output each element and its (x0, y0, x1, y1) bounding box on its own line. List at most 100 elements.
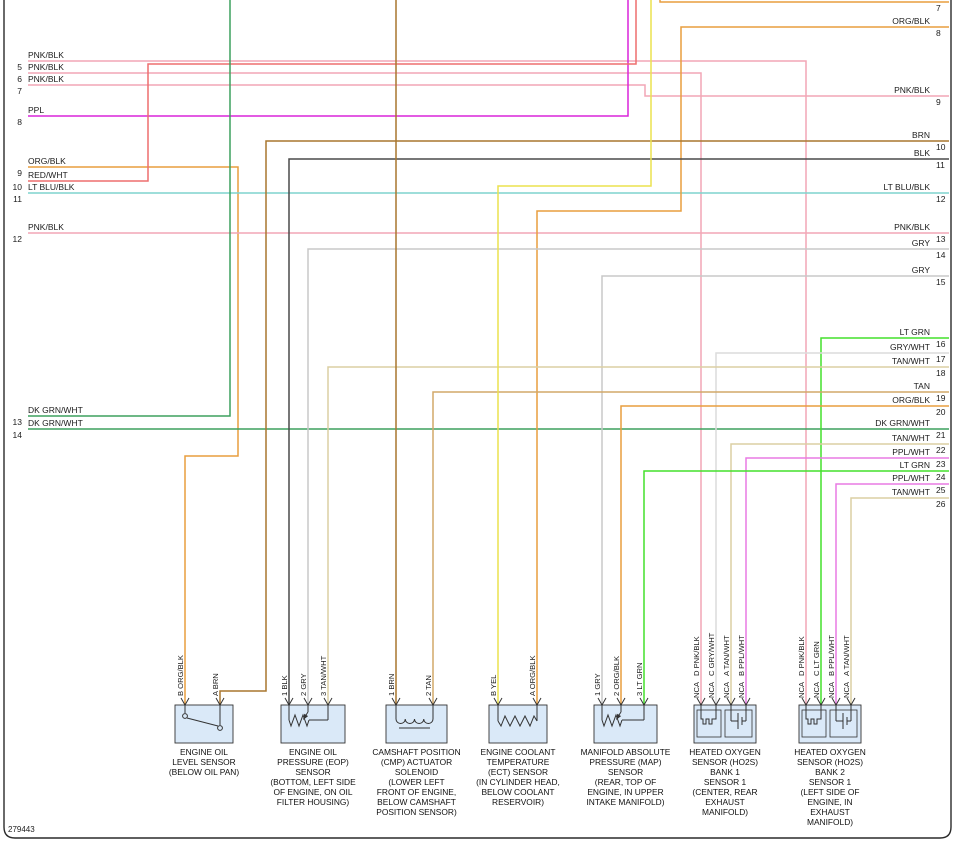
component-map-sensor: 1 GRY 2 ORG/BLK 3 LT GRN MANIFOLD ABSOLUTE P… (581, 656, 671, 807)
pin-wire-label: A ORG/BLK (528, 655, 537, 696)
right-connector-number: 23 (936, 459, 946, 469)
component-cmp-actuator-solenoid: 1 BRN 2 TAN CAMSHAFT POSITION (CMP) ACTUATO… (372, 674, 460, 817)
symbol-pot (288, 713, 310, 728)
component-caption: CAMSHAFT POSITION (CMP) ACTUATOR SOLENOID(… (372, 747, 460, 817)
pin-wire-label: 2 GRY (299, 673, 308, 696)
right-connector-number: 11 (936, 160, 945, 170)
switch-contact (182, 713, 188, 719)
right-wire-color: LT BLU/BLK (884, 182, 931, 192)
right-wire-color: BRN (912, 130, 930, 140)
sensor-box (724, 709, 753, 738)
left-wire-color: RED/WHT (28, 170, 68, 180)
left-connector-number: 11 (13, 194, 22, 204)
wire-r10-oil-level-a (219, 140, 949, 705)
right-wire-color: TAN (914, 381, 930, 391)
right-connector-number: 26 (936, 499, 946, 509)
diagram-id-code: 279443 (8, 825, 35, 834)
component-box (385, 704, 448, 744)
wire-r15-map-1 (601, 275, 949, 705)
pin-nca-label: NCA (722, 681, 731, 698)
right-wire-color: ORG/BLK (892, 16, 930, 26)
right-wire-color: TAN/WHT (892, 487, 930, 497)
left-connector-number: 5 (17, 62, 22, 72)
pin-nca-label: NCA (812, 681, 821, 698)
wire-r7-top (659, 0, 949, 3)
right-connector-number: 17 (936, 354, 946, 364)
component-caption: MANIFOLD ABSOLUTE PRESSURE (MAP) SENSOR (RE… (581, 747, 671, 807)
right-connector-number: 7 (936, 3, 941, 13)
left-connector-number: 12 (13, 234, 23, 244)
left-connector-number: 9 (17, 168, 22, 178)
left-wire-color: PNK/BLK (28, 222, 64, 232)
wire-r23-ho2s-b1-b (745, 457, 949, 705)
symbol-ho2s (805, 705, 822, 725)
components-layer: B ORG/BLK A BRN ENGINE OIL LEVEL SENSOR (BEL… (169, 632, 866, 827)
pin-wire-label: C LT GRN (812, 641, 821, 676)
pin-nca-label: NCA (707, 681, 716, 698)
wire-l9-oil-level-b (28, 166, 239, 705)
pin-wire-label: A BRN (211, 673, 220, 696)
left-wire-color: PNK/BLK (28, 74, 64, 84)
wire-l5-ho2s-b2-d (28, 60, 807, 705)
component-box (174, 704, 234, 744)
component-engine-oil-pressure-sensor: 1 BLK 2 GRY 3 TAN/WHT ENGINE OIL PRESSURE (E… (270, 655, 356, 807)
right-connector-number: 19 (936, 393, 946, 403)
wire-r20-map-2 (620, 405, 949, 705)
left-connector-number: 8 (17, 117, 22, 127)
sensor-box (829, 709, 858, 738)
component-ho2s-bank2-sensor1: NCA D PNK/BLK NCA C LT GRN NCA B PPL/WHT NCA A … (794, 635, 866, 827)
pin-nca-label: NCA (842, 681, 851, 698)
wire-r16-ho2s-b2-c (820, 337, 949, 705)
right-connector-number: 12 (936, 194, 946, 204)
right-wire-color: BLK (914, 148, 930, 158)
heater-box (801, 709, 827, 738)
component-engine-oil-level-sensor: B ORG/BLK A BRN ENGINE OIL LEVEL SENSOR (BEL… (169, 655, 239, 777)
wire-r19-cmp-2 (432, 391, 949, 705)
left-wire-color: DK GRN/WHT (28, 418, 83, 428)
pin-wire-label: B YEL (489, 675, 498, 696)
pin-wire-label: 1 BRN (387, 674, 396, 696)
right-wire-color: GRY (912, 238, 931, 248)
wire-l8-top (28, 0, 629, 117)
right-connector-number: 15 (936, 277, 946, 287)
right-wire-color: LT GRN (900, 460, 930, 470)
wire-l7-r9 (28, 84, 949, 97)
pin-wire-label: 3 LT GRN (635, 663, 644, 696)
left-connector-number: 13 (13, 417, 23, 427)
symbol-ho2s (700, 705, 717, 725)
right-wire-color: DK GRN/WHT (875, 418, 930, 428)
pin-wire-label: 1 BLK (280, 675, 289, 696)
symbol-coil (395, 718, 434, 724)
right-connector-number: 22 (936, 445, 946, 455)
pin-wire-label: 2 ORG/BLK (612, 656, 621, 696)
wire-r18-eop-3 (327, 366, 949, 705)
right-wire-color: TAN/WHT (892, 356, 930, 366)
right-wire-color: TAN/WHT (892, 433, 930, 443)
component-ho2s-bank1-sensor1: NCA D PNK/BLK NCA C GRY/WHT NCA A TAN/WHT NCA B… (689, 632, 761, 817)
component-caption: HEATED OXYGEN SENSOR (HO2S) BANK 1 SENSOR 1… (689, 747, 761, 817)
right-connector-number: 24 (936, 472, 946, 482)
left-wire-color: DK GRN/WHT (28, 405, 83, 415)
right-connector-number: 14 (936, 250, 946, 260)
pin-wire-label: 1 GRY (593, 673, 602, 696)
left-connector-number: 10 (13, 182, 23, 192)
component-caption: ENGINE OIL LEVEL SENSOR (BELOW OIL PAN) (169, 747, 239, 777)
right-connector-number: 13 (936, 234, 946, 244)
left-connector-number: 7 (17, 86, 22, 96)
wire-l10-top (28, 0, 637, 182)
right-connector-number: 21 (936, 430, 946, 440)
wire-r11-eop-1 (288, 158, 949, 705)
heater-box (696, 709, 722, 738)
right-wire-color: GRY/WHT (890, 342, 930, 352)
switch-contact (217, 725, 223, 731)
right-wire-color: ORG/BLK (892, 395, 930, 405)
right-connector-number: 18 (936, 368, 946, 378)
pin-wire-label: A TAN/WHT (842, 635, 851, 676)
pin-nca-label: NCA (797, 681, 806, 698)
component-ect-sensor: B YEL A ORG/BLK ENGINE COOLANT TEMPERATURE(… (476, 655, 560, 807)
switch-blade (186, 717, 219, 727)
left-wire-color: PPL (28, 105, 44, 115)
right-connector-number: 9 (936, 97, 941, 107)
wires-layer (28, 0, 949, 705)
